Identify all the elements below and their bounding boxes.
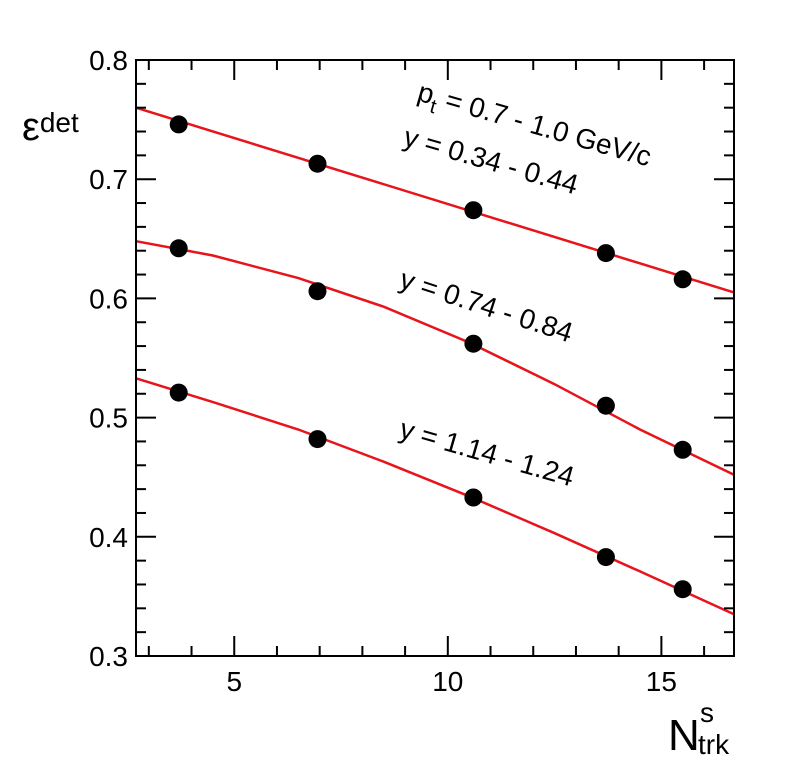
data-point-series-2 <box>308 282 327 301</box>
data-point-series-1 <box>308 154 327 173</box>
label-series-3: y = 1.14 - 1.24 <box>396 413 577 492</box>
y-tick-label: 0.4 <box>89 522 128 553</box>
data-point-series-2 <box>464 334 483 353</box>
data-point-series-3 <box>169 383 188 402</box>
label-series-2: y = 0.74 - 0.84 <box>396 263 577 348</box>
y-tick-label: 0.3 <box>89 641 128 672</box>
fit-curve-series-1 <box>135 106 735 294</box>
x-tick-label: 5 <box>226 666 242 697</box>
plot-frame <box>135 59 735 657</box>
y-tick-label: 0.7 <box>89 164 128 195</box>
fit-curve-series-3 <box>135 377 735 616</box>
data-point-series-3 <box>673 580 692 599</box>
data-point-series-1 <box>673 270 692 289</box>
x-tick-label: 10 <box>432 666 463 697</box>
y-axis-title: εdet <box>22 105 79 149</box>
y-tick-label: 0.5 <box>89 403 128 434</box>
data-point-series-1 <box>596 244 615 263</box>
y-tick-label: 0.8 <box>89 45 128 76</box>
data-points <box>169 115 692 599</box>
tick-labels: 5 10 15 0.3 0.4 0.5 0.6 0.7 0.8 <box>89 45 677 697</box>
data-point-series-2 <box>673 440 692 459</box>
x-axis-title-main: N <box>668 711 700 760</box>
data-point-series-2 <box>169 239 188 258</box>
y-tick-label: 0.6 <box>89 283 128 314</box>
fit-curves <box>135 106 735 616</box>
data-point-series-1 <box>169 115 188 134</box>
x-axis-title-sub: trk <box>698 729 730 760</box>
fit-curve-series-2 <box>135 239 735 476</box>
data-point-series-3 <box>596 548 615 567</box>
data-point-series-3 <box>464 488 483 507</box>
y-axis-title-main: ε <box>22 105 40 149</box>
label-series-1-pt-sub: t <box>427 96 439 119</box>
data-point-series-2 <box>596 396 615 415</box>
data-point-series-1 <box>464 201 483 220</box>
y-axis-title-sub: det <box>40 107 79 138</box>
x-axis-title-sup: s <box>700 697 714 728</box>
data-point-series-3 <box>308 430 327 449</box>
x-tick-label: 15 <box>646 666 677 697</box>
axis-ticks <box>136 59 734 657</box>
